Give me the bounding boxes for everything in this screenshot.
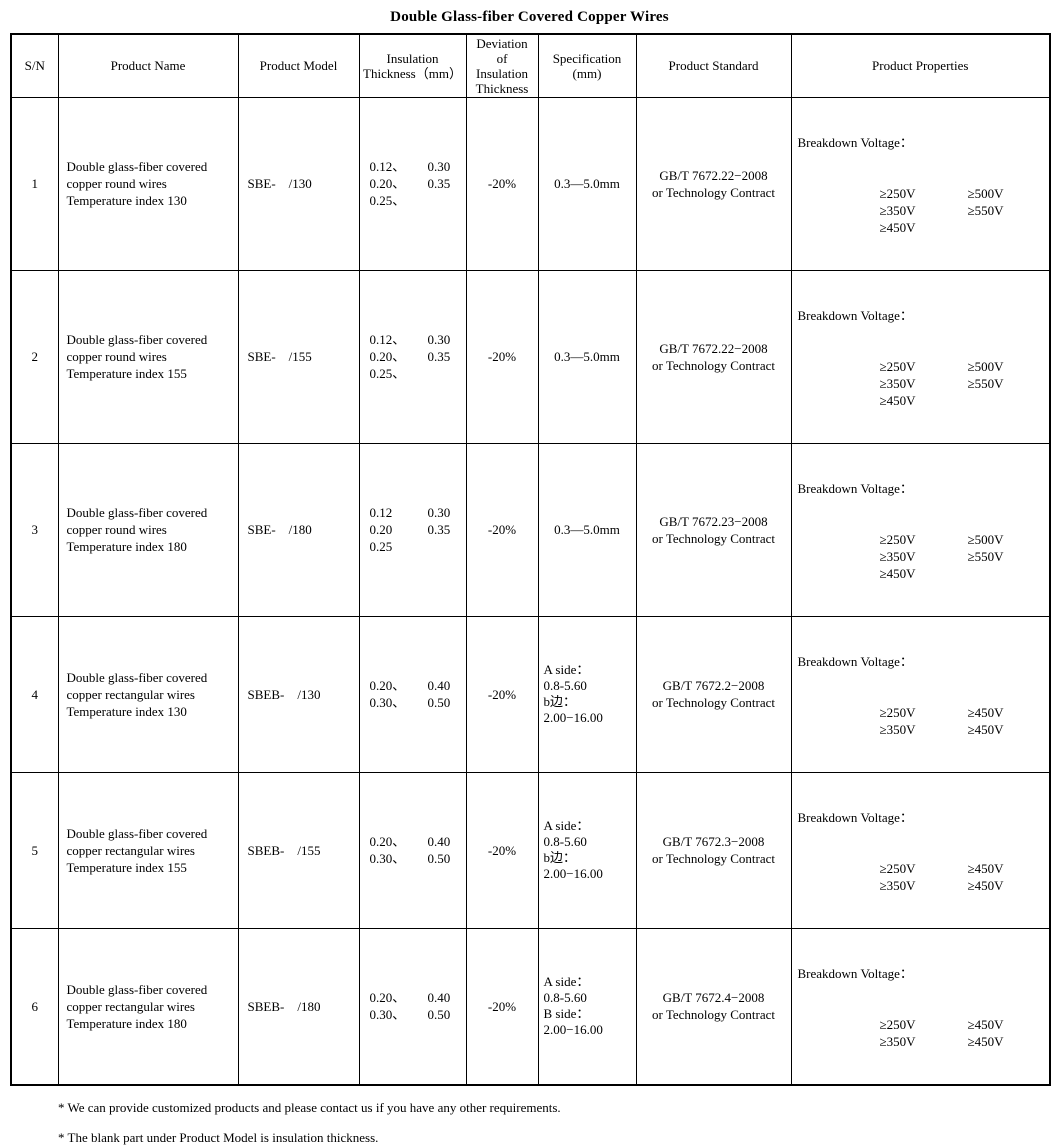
header-product-model: Product Model — [237, 33, 360, 98]
cell-sn: 5 — [10, 771, 59, 929]
cell-product-name: Double glass-fiber covered copper rectan… — [57, 927, 239, 1085]
cell-product-properties: Breakdown Voltage： ≥250V ≥350V ≥450V ≥450… — [790, 615, 1051, 773]
breakdown-voltage-label: Breakdown Voltage： — [797, 134, 913, 150]
cell-product-model: SBEB- /155 — [237, 771, 360, 929]
cell-product-name: Double glass-fiber covered copper round … — [57, 442, 239, 617]
insulation-col-left: 0.20、 0.30、 — [369, 834, 406, 866]
insulation-col-left: 0.12、 0.20、 0.25、 — [369, 159, 406, 208]
voltage-col-left: ≥250V ≥350V ≥450V — [879, 358, 916, 408]
cell-product-standard: GB/T 7672.22−2008 or Technology Contract — [635, 269, 792, 444]
breakdown-voltage-label: Breakdown Voltage： — [797, 965, 913, 981]
cell-insulation-thickness: 0.12、 0.20、 0.25、 0.30 0.35 — [358, 269, 467, 444]
header-specification: Specification (mm) — [537, 33, 637, 98]
cell-product-name: Double glass-fiber covered copper round … — [57, 96, 239, 271]
cell-sn: 6 — [10, 927, 59, 1085]
header-sn: S/N — [10, 33, 59, 98]
voltage-col-right: ≥500V ≥550V — [967, 358, 1004, 391]
cell-product-name: Double glass-fiber covered copper rectan… — [57, 771, 239, 929]
cell-sn: 2 — [10, 269, 59, 444]
cell-product-properties: Breakdown Voltage： ≥250V ≥350V ≥450V ≥500… — [790, 96, 1051, 271]
breakdown-voltage-label: Breakdown Voltage： — [797, 809, 913, 825]
cell-product-standard: GB/T 7672.4−2008 or Technology Contract — [635, 927, 792, 1085]
table-row-2: 2 Double glass-fiber covered copper roun… — [10, 269, 1051, 444]
cell-product-standard: GB/T 7672.3−2008 or Technology Contract — [635, 771, 792, 929]
voltage-col-right: ≥450V ≥450V — [967, 704, 1004, 737]
breakdown-voltage-label: Breakdown Voltage： — [797, 653, 913, 669]
table-header-row: S/N Product Name Product Model Insulatio… — [10, 33, 1051, 98]
cell-product-model: SBE- /155 — [237, 269, 360, 444]
cell-specification: A side： 0.8-5.60 b边： 2.00−16.00 — [537, 771, 637, 929]
cell-deviation: -20% — [465, 771, 539, 929]
cell-product-properties: Breakdown Voltage： ≥250V ≥350V ≥450V ≥500… — [790, 269, 1051, 444]
cell-product-properties: Breakdown Voltage： ≥250V ≥350V ≥450V ≥450… — [790, 771, 1051, 929]
voltage-col-right: ≥450V ≥450V — [967, 1016, 1004, 1049]
voltage-col-left: ≥250V ≥350V — [879, 1016, 916, 1049]
cell-deviation: -20% — [465, 615, 539, 773]
header-product-name: Product Name — [57, 33, 239, 98]
header-product-properties: Product Properties — [790, 33, 1051, 98]
cell-sn: 4 — [10, 615, 59, 773]
insulation-col-left: 0.12 0.20 0.25 — [369, 505, 393, 554]
table-row-4: 4 Double glass-fiber covered copper rect… — [10, 615, 1051, 773]
footnote-customized-products: * We can provide customized products and… — [58, 1099, 561, 1115]
table-row-3: 3 Double glass-fiber covered copper roun… — [10, 442, 1051, 617]
cell-specification: A side： 0.8-5.60 B side： 2.00−16.00 — [537, 927, 637, 1085]
cell-sn: 3 — [10, 442, 59, 617]
table-row-1: 1 Double glass-fiber covered copper roun… — [10, 96, 1051, 271]
cell-product-model: SBE- /180 — [237, 442, 360, 617]
cell-insulation-thickness: 0.12 0.20 0.25 0.30 0.35 — [358, 442, 467, 617]
cell-product-standard: GB/T 7672.23−2008 or Technology Contract — [635, 442, 792, 617]
cell-product-model: SBEB- /180 — [237, 927, 360, 1085]
cell-specification: 0.3—5.0mm — [537, 96, 637, 271]
cell-specification: 0.3—5.0mm — [537, 442, 637, 617]
product-table: S/N Product Name Product Model Insulatio… — [10, 33, 1051, 1086]
cell-product-properties: Breakdown Voltage： ≥250V ≥350V ≥450V ≥500… — [790, 442, 1051, 617]
cell-specification: 0.3—5.0mm — [537, 269, 637, 444]
cell-product-standard: GB/T 7672.2−2008 or Technology Contract — [635, 615, 792, 773]
insulation-col-left: 0.12、 0.20、 0.25、 — [369, 332, 406, 381]
cell-specification: A side： 0.8-5.60 b边： 2.00−16.00 — [537, 615, 637, 773]
insulation-col-left: 0.20、 0.30、 — [369, 678, 406, 710]
cell-insulation-thickness: 0.20、 0.30、 0.40 0.50 — [358, 615, 467, 773]
voltage-col-left: ≥250V ≥350V — [879, 860, 916, 893]
insulation-col-left: 0.20、 0.30、 — [369, 990, 406, 1022]
cell-product-properties: Breakdown Voltage： ≥250V ≥350V ≥450V ≥450… — [790, 927, 1051, 1085]
cell-deviation: -20% — [465, 442, 539, 617]
cell-insulation-thickness: 0.20、 0.30、 0.40 0.50 — [358, 927, 467, 1085]
table-row-5: 5 Double glass-fiber covered copper rect… — [10, 771, 1051, 929]
table-row-6: 6 Double glass-fiber covered copper rect… — [10, 927, 1051, 1085]
insulation-col-right: 0.40 0.50 — [427, 990, 451, 1022]
cell-product-model: SBE- /130 — [237, 96, 360, 271]
cell-insulation-thickness: 0.12、 0.20、 0.25、 0.30 0.35 — [358, 96, 467, 271]
insulation-col-right: 0.30 0.35 — [427, 332, 451, 364]
cell-product-model: SBEB- /130 — [237, 615, 360, 773]
cell-product-name: Double glass-fiber covered copper rectan… — [57, 615, 239, 773]
cell-deviation: -20% — [465, 96, 539, 271]
insulation-col-right: 0.30 0.35 — [427, 159, 451, 191]
breakdown-voltage-label: Breakdown Voltage： — [797, 307, 913, 323]
breakdown-voltage-label: Breakdown Voltage： — [797, 480, 913, 496]
voltage-col-right: ≥500V ≥550V — [967, 185, 1004, 218]
cell-sn: 1 — [10, 96, 59, 271]
voltage-col-right: ≥450V ≥450V — [967, 860, 1004, 893]
insulation-col-right: 0.40 0.50 — [427, 678, 451, 710]
insulation-col-right: 0.30 0.35 — [427, 505, 451, 537]
cell-deviation: -20% — [465, 927, 539, 1085]
page-title: Double Glass-fiber Covered Copper Wires — [390, 9, 669, 25]
header-deviation: Deviation of Insulation Thickness — [465, 33, 539, 98]
header-insulation-thickness: Insulation Thickness（mm） — [358, 33, 467, 98]
header-product-standard: Product Standard — [635, 33, 792, 98]
voltage-col-right: ≥500V ≥550V — [967, 531, 1004, 564]
voltage-col-left: ≥250V ≥350V ≥450V — [879, 531, 916, 581]
cell-product-name: Double glass-fiber covered copper round … — [57, 269, 239, 444]
cell-deviation: -20% — [465, 269, 539, 444]
cell-product-standard: GB/T 7672.22−2008 or Technology Contract — [635, 96, 792, 271]
insulation-col-right: 0.40 0.50 — [427, 834, 451, 866]
cell-insulation-thickness: 0.20、 0.30、 0.40 0.50 — [358, 771, 467, 929]
voltage-col-left: ≥250V ≥350V ≥450V — [879, 185, 916, 235]
footnote-blank-part: * The blank part under Product Model is … — [58, 1129, 379, 1145]
voltage-col-left: ≥250V ≥350V — [879, 704, 916, 737]
